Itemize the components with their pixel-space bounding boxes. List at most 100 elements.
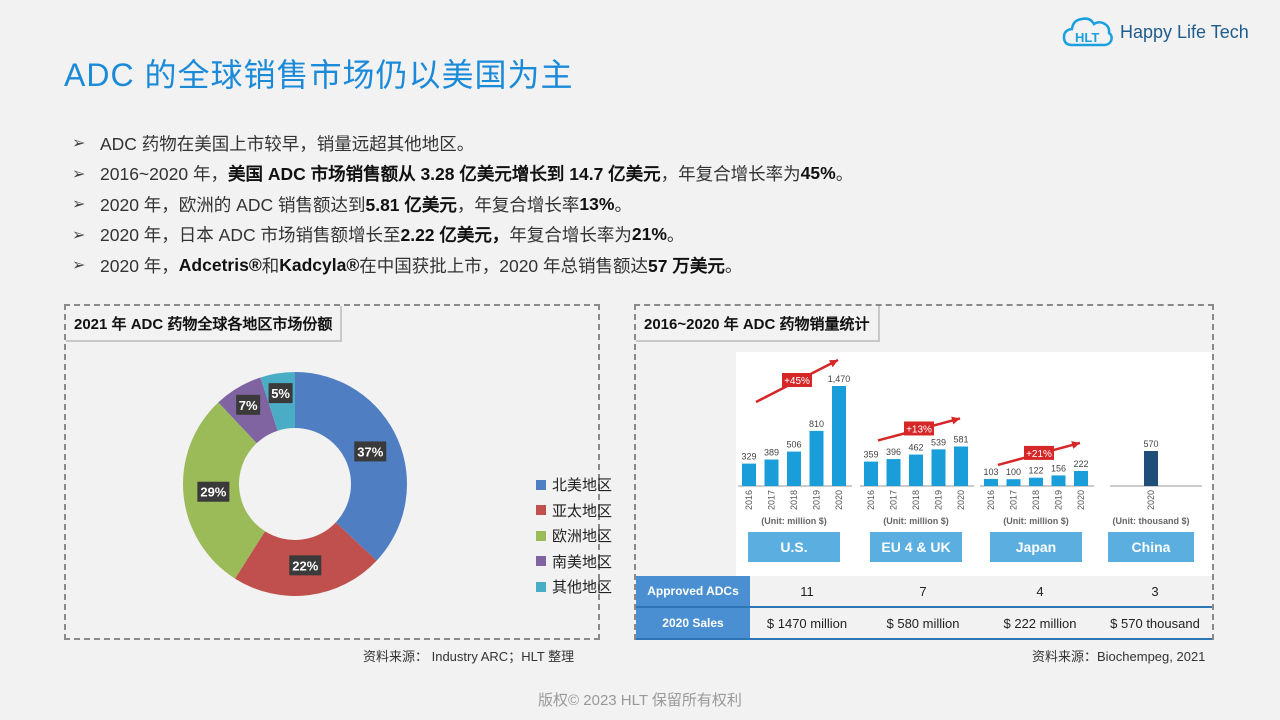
bullet-arrow-icon: ➢ xyxy=(72,196,86,214)
right-source: 资料来源：Biochempeg, 2021 xyxy=(1032,649,1206,664)
table-cell: $ 1470 million xyxy=(766,615,848,631)
legend-item: 南美地区 xyxy=(536,551,612,572)
growth-badge-label: +13% xyxy=(906,424,932,435)
market-share-title: 2021 年 ADC 药物全球各地区市场份额 xyxy=(66,306,343,342)
legend-label: 其他地区 xyxy=(552,579,613,596)
bullet-text: 和 xyxy=(261,255,280,276)
bar-eu-4-uk-2017 xyxy=(886,459,901,486)
bullet-text: 5.81 亿美元 xyxy=(365,194,457,215)
bar-eu-4-uk-2019 xyxy=(931,449,946,486)
bullet-text: 21% xyxy=(631,224,667,245)
donut-slice-1 xyxy=(295,372,408,561)
donut-label-bg xyxy=(236,394,261,415)
bar-value-label: 539 xyxy=(931,437,946,447)
bar-u-s--2018 xyxy=(787,451,801,486)
bullet-text: ，年复合增长率 xyxy=(456,194,580,215)
bar-year-tick: 2020 xyxy=(1146,490,1156,510)
bullet-text: 。 xyxy=(614,194,632,215)
bar-year-tick: 2017 xyxy=(889,490,899,510)
bullet-item: ➢ 2020 年，欧洲的 ADC 销售额达到 5.81 亿美元 ，年复合增长率 13… xyxy=(72,189,1222,220)
bar-year-tick: 2018 xyxy=(789,490,799,510)
bar-year-tick: 2018 xyxy=(1031,490,1041,510)
bar-year-tick: 2018 xyxy=(911,490,921,510)
bar-year-tick: 2020 xyxy=(1076,490,1086,510)
bar-year-tick: 2017 xyxy=(1009,490,1019,510)
table-row-divider xyxy=(636,606,1212,608)
legend-item: 欧洲地区 xyxy=(536,525,612,546)
bullet-text: Kadcyla® xyxy=(279,254,360,275)
bullet-text: ADC 药物在美国上市较早，销量远超其他地区。 xyxy=(100,133,475,154)
bullet-item: ➢ 2016~2020 年， 美国 ADC 市场销售额从 3.28 亿美元增长到 1… xyxy=(72,159,1222,190)
growth-badge-bg xyxy=(1024,445,1054,460)
region-tag-bg xyxy=(870,532,962,562)
bar-value-label: 103 xyxy=(983,467,998,477)
legend-swatch xyxy=(536,530,546,541)
bar-u-s--2016 xyxy=(742,463,756,486)
region-tag-bg xyxy=(990,532,1082,562)
growth-badge-bg xyxy=(904,421,934,436)
donut-data-label: 29% xyxy=(200,485,226,500)
table-row-header: Approved ADCs xyxy=(636,576,750,606)
donut-data-label: 5% xyxy=(271,386,290,401)
bar-unit-label: (Unit: million $) xyxy=(883,516,949,526)
bullet-arrow-icon: ➢ xyxy=(72,165,86,183)
growth-arrow-head-icon xyxy=(951,416,960,425)
sales-stats-panel: 2016~2020 年 ADC 药物销量统计 329 2016 389 2017 506… xyxy=(634,304,1214,640)
bar-year-tick: 2019 xyxy=(812,490,822,510)
bar-u-s--2017 xyxy=(764,459,779,486)
bullet-item: ➢ ADC 药物在美国上市较早，销量远超其他地区。 xyxy=(72,128,1222,159)
bar-japan-2020 xyxy=(1074,470,1088,486)
legend-label: 亚太地区 xyxy=(552,502,613,520)
bar-value-label: 570 xyxy=(1143,439,1158,449)
bar-value-label: 222 xyxy=(1073,459,1088,469)
bar-japan-2017 xyxy=(1006,479,1021,486)
bar-value-label: 462 xyxy=(908,443,923,453)
legend-label: 欧洲地区 xyxy=(552,528,613,545)
table-cell: 7 xyxy=(919,583,927,599)
bar-value-label: 389 xyxy=(764,448,779,458)
bullet-text: 2020 年，日本 ADC 市场销售额增长至 xyxy=(100,225,401,246)
bar-u-s--2020 xyxy=(832,386,846,486)
donut-data-label: 22% xyxy=(292,558,318,573)
growth-badge-label: +21% xyxy=(1026,449,1052,460)
bullet-text: ，年复合增长率为 xyxy=(660,164,801,185)
region-tag-bg xyxy=(748,532,840,562)
bullet-arrow-icon: ➢ xyxy=(72,135,86,153)
bullet-list: ➢ ADC 药物在美国上市较早，销量远超其他地区。 ➢ 2016~2020 年， 美国 … xyxy=(72,128,1222,281)
bullet-arrow-icon: ➢ xyxy=(72,257,86,275)
table-cell: 3 xyxy=(1151,583,1159,599)
bullet-text: 45% xyxy=(800,163,836,184)
table-cell: $ 222 million xyxy=(1003,615,1077,631)
page-title: ADC 的全球销售市场仍以美国为主 xyxy=(64,57,574,93)
bullet-text: 年复合增长率为 xyxy=(509,225,632,246)
region-tag-label: U.S. xyxy=(780,539,807,555)
cloud-hlt-logo-icon: HLT xyxy=(1062,17,1113,47)
legend-swatch xyxy=(536,479,546,490)
brand-name: Happy Life Tech xyxy=(1120,21,1249,42)
bar-year-tick: 2019 xyxy=(1054,490,1064,510)
donut-label-bg xyxy=(354,441,387,462)
market-share-donut-chart: 37% 22% 29% 7% 5% xyxy=(182,372,408,596)
donut-label-bg xyxy=(197,481,230,502)
growth-arrow-head-icon xyxy=(1071,441,1080,449)
bar-eu-4-uk-2020 xyxy=(954,446,968,486)
bar-japan-2016 xyxy=(984,478,998,486)
legend-item: 北美地区 xyxy=(536,474,612,495)
region-tag-label: China xyxy=(1132,539,1171,555)
table-cell: $ 570 thousand xyxy=(1110,615,1200,631)
bullet-text: 2020 年，欧洲的 ADC 销售额达到 xyxy=(100,194,366,215)
bar-value-label: 810 xyxy=(809,419,824,429)
bar-value-label: 506 xyxy=(786,440,801,450)
bullet-text: 13% xyxy=(579,193,615,214)
bullet-item: ➢ 2020 年，日本 ADC 市场销售额增长至 2.22 亿美元， 年复合增长率为… xyxy=(72,220,1222,251)
legend-swatch xyxy=(536,581,546,592)
table-cell: 4 xyxy=(1036,583,1044,599)
bar-value-label: 396 xyxy=(886,447,901,457)
bullet-text: 2016~2020 年， xyxy=(100,164,228,185)
sales-bar-chart: 329 2016 389 2017 506 2018 810 2019 1,470 2020 (Un… xyxy=(736,352,1212,576)
region-tag-label: EU 4 & UK xyxy=(881,539,950,555)
legend-label: 北美地区 xyxy=(552,477,613,494)
donut-data-label: 7% xyxy=(239,398,258,413)
market-share-panel: 2021 年 ADC 药物全球各地区市场份额 37% 22% 29% 7% 5% 北美地… xyxy=(64,304,612,640)
bullet-text: 美国 ADC 市场销售额从 3.28 亿美元增长到 14.7 亿美元 xyxy=(227,164,661,185)
